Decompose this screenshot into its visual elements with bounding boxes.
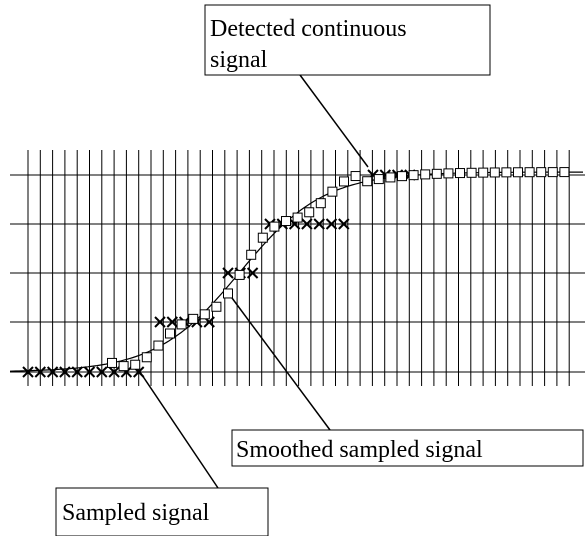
smoothed-square: [385, 172, 396, 183]
smoothed-square: [350, 171, 361, 182]
smoothed-square: [107, 357, 117, 368]
sample-cross: [222, 267, 234, 279]
smoothed-square: [118, 361, 129, 372]
smoothed-square: [466, 167, 477, 178]
label-text: Smoothed sampled signal: [236, 437, 483, 463]
smoothed-square: [281, 216, 291, 227]
sample-cross: [313, 218, 325, 230]
sample-cross: [154, 316, 166, 328]
smoothed-square: [199, 309, 210, 320]
smoothed-square: [501, 167, 512, 178]
smoothed-square: [257, 232, 268, 243]
sample-cross: [108, 366, 120, 378]
smoothed-square: [536, 167, 547, 178]
label-text: Sampled signal: [62, 500, 210, 526]
smoothed-square: [339, 176, 349, 187]
leader-line: [299, 74, 369, 168]
smoothed-square: [513, 167, 523, 178]
sample-cross: [166, 316, 179, 328]
smoothed-square: [362, 176, 373, 187]
smoothed-square: [153, 340, 164, 351]
sample-cross: [46, 366, 59, 378]
sample-cross: [71, 366, 83, 378]
sample-cross: [246, 267, 259, 279]
smoothed-square: [141, 352, 152, 363]
smoothed-square: [234, 269, 245, 280]
smoothed-square: [269, 221, 280, 232]
sample-cross: [338, 218, 350, 230]
leader-line: [231, 297, 331, 431]
smoothed-square: [246, 249, 257, 260]
label-box: [55, 487, 269, 536]
smoothed-square: [431, 168, 442, 179]
sample-cross: [96, 366, 108, 378]
sample-cross: [83, 366, 96, 378]
smoothed-square: [292, 212, 303, 223]
continuous-curve: [9, 171, 583, 372]
smoothed-square: [176, 319, 187, 330]
signal-marks: [9, 167, 583, 378]
smoothed-square: [327, 186, 338, 197]
smoothed-square: [559, 167, 570, 178]
smoothed-square: [489, 167, 500, 178]
smoothed-square: [130, 359, 141, 370]
smoothed-square: [304, 207, 315, 218]
sample-cross: [34, 366, 47, 378]
smoothed-square: [547, 167, 558, 178]
sample-cross: [301, 218, 313, 230]
smoothed-square: [443, 168, 454, 179]
smoothed-square: [373, 174, 384, 185]
smoothed-square: [211, 301, 222, 312]
smoothed-square: [188, 313, 199, 324]
smoothed-square: [315, 198, 326, 209]
label-box: [204, 4, 491, 76]
smoothed-square: [408, 170, 419, 181]
smoothed-square: [165, 328, 175, 339]
smoothed-square: [478, 167, 489, 178]
sample-cross: [59, 366, 71, 378]
label-text: Detected continuous: [210, 16, 407, 42]
smoothed-square: [420, 169, 431, 180]
smoothed-square: [223, 288, 233, 299]
label-box: [231, 429, 584, 467]
grid: [10, 150, 585, 386]
smoothed-square: [524, 167, 535, 178]
smoothed-square: [397, 171, 407, 182]
leader-line: [139, 371, 219, 489]
sample-cross: [325, 218, 338, 230]
sample-cross: [22, 366, 34, 378]
smoothed-square: [455, 168, 465, 179]
label-text: signal: [210, 47, 268, 73]
